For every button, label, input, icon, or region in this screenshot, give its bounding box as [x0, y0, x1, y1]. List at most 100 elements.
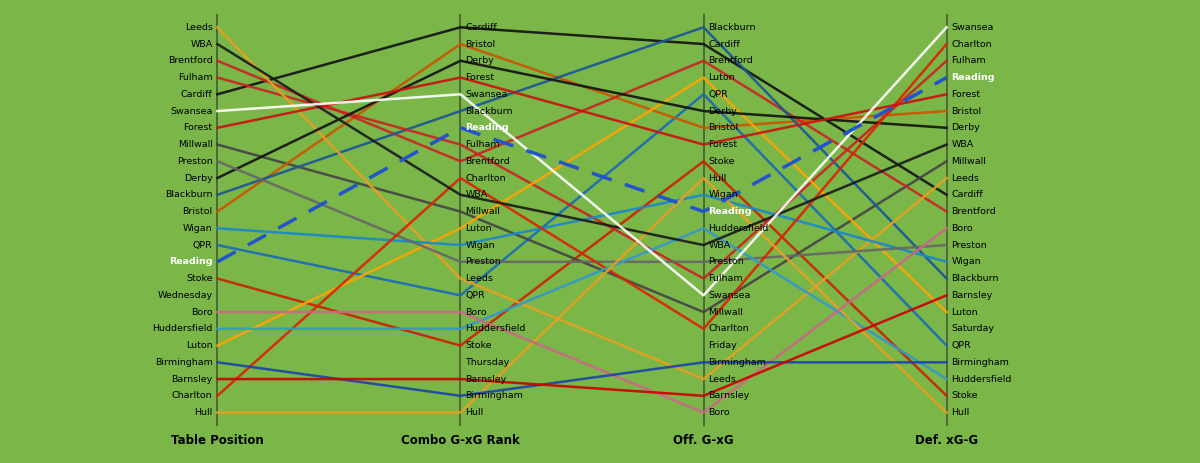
Text: Preston: Preston [176, 157, 212, 166]
Text: Stoke: Stoke [708, 157, 734, 166]
Text: Barnsley: Barnsley [952, 291, 992, 300]
Text: Wigan: Wigan [182, 224, 212, 233]
Text: Combo G-xG Rank: Combo G-xG Rank [401, 434, 520, 447]
Text: Luton: Luton [952, 307, 978, 317]
Text: Derby: Derby [184, 174, 212, 182]
Text: Cardiff: Cardiff [181, 90, 212, 99]
Text: Millwall: Millwall [708, 307, 743, 317]
Text: Millwall: Millwall [466, 207, 500, 216]
Text: Cardiff: Cardiff [708, 39, 740, 49]
Text: Fulham: Fulham [466, 140, 500, 149]
Text: Stoke: Stoke [466, 341, 492, 350]
Text: Barnsley: Barnsley [466, 375, 506, 383]
Text: Luton: Luton [708, 73, 736, 82]
Text: Blackburn: Blackburn [952, 274, 998, 283]
Text: Table Position: Table Position [172, 434, 264, 447]
Text: WBA: WBA [466, 190, 487, 199]
Text: Bristol: Bristol [952, 106, 982, 116]
Text: Bristol: Bristol [466, 39, 496, 49]
Text: Boro: Boro [952, 224, 973, 233]
Text: Charlton: Charlton [466, 174, 506, 182]
Text: Fulham: Fulham [708, 274, 743, 283]
Text: Brentford: Brentford [466, 157, 510, 166]
Text: Blackburn: Blackburn [466, 106, 512, 116]
Text: Luton: Luton [466, 224, 492, 233]
Text: Friday: Friday [708, 341, 737, 350]
Text: QPR: QPR [466, 291, 485, 300]
Text: Leeds: Leeds [708, 375, 737, 383]
Text: Preston: Preston [952, 241, 988, 250]
Text: Stoke: Stoke [952, 391, 978, 400]
Text: Birmingham: Birmingham [952, 358, 1009, 367]
Text: Leeds: Leeds [952, 174, 979, 182]
Text: Def. xG-G: Def. xG-G [916, 434, 978, 447]
Text: Wigan: Wigan [952, 257, 982, 266]
Text: QPR: QPR [952, 341, 971, 350]
Text: Charlton: Charlton [708, 324, 749, 333]
Text: Reading: Reading [708, 207, 752, 216]
Text: WBA: WBA [191, 39, 212, 49]
Text: Forest: Forest [184, 123, 212, 132]
Text: Birmingham: Birmingham [708, 358, 767, 367]
Text: Huddersfield: Huddersfield [952, 375, 1012, 383]
Text: Boro: Boro [191, 307, 212, 317]
Text: Barnsley: Barnsley [708, 391, 750, 400]
Text: Blackburn: Blackburn [708, 23, 756, 32]
Text: Huddersfield: Huddersfield [152, 324, 212, 333]
Text: Wednesday: Wednesday [157, 291, 212, 300]
Text: Cardiff: Cardiff [952, 190, 983, 199]
Text: Barnsley: Barnsley [172, 375, 212, 383]
Text: Hull: Hull [952, 408, 970, 417]
Text: Thursday: Thursday [466, 358, 510, 367]
Text: Off. G-xG: Off. G-xG [673, 434, 734, 447]
Text: WBA: WBA [952, 140, 973, 149]
Text: Reading: Reading [952, 73, 995, 82]
Text: WBA: WBA [708, 241, 731, 250]
Text: Blackburn: Blackburn [166, 190, 212, 199]
Text: Millwall: Millwall [178, 140, 212, 149]
Text: QPR: QPR [708, 90, 728, 99]
Text: Birmingham: Birmingham [466, 391, 523, 400]
Text: Boro: Boro [708, 408, 730, 417]
Text: Leeds: Leeds [466, 274, 493, 283]
Text: Swansea: Swansea [170, 106, 212, 116]
Text: Luton: Luton [186, 341, 212, 350]
Text: Saturday: Saturday [952, 324, 995, 333]
Text: Charlton: Charlton [952, 39, 992, 49]
Text: Derby: Derby [952, 123, 980, 132]
Text: Bristol: Bristol [182, 207, 212, 216]
Text: Millwall: Millwall [952, 157, 986, 166]
Text: Forest: Forest [708, 140, 738, 149]
Text: QPR: QPR [193, 241, 212, 250]
Text: Preston: Preston [466, 257, 502, 266]
Text: Swansea: Swansea [952, 23, 994, 32]
Text: Cardiff: Cardiff [466, 23, 497, 32]
Text: Reading: Reading [169, 257, 212, 266]
Text: Hull: Hull [708, 174, 727, 182]
Text: Preston: Preston [708, 257, 744, 266]
Text: Derby: Derby [708, 106, 737, 116]
Text: Birmingham: Birmingham [155, 358, 212, 367]
Text: Huddersfield: Huddersfield [708, 224, 769, 233]
Text: Wigan: Wigan [466, 241, 494, 250]
Text: Bristol: Bristol [708, 123, 738, 132]
Text: Stoke: Stoke [186, 274, 212, 283]
Text: Wigan: Wigan [708, 190, 738, 199]
Text: Forest: Forest [466, 73, 494, 82]
Text: Derby: Derby [466, 56, 494, 65]
Text: Reading: Reading [466, 123, 509, 132]
Text: Hull: Hull [466, 408, 484, 417]
Text: Swansea: Swansea [466, 90, 508, 99]
Text: Forest: Forest [952, 90, 980, 99]
Text: Fulham: Fulham [178, 73, 212, 82]
Text: Brentford: Brentford [168, 56, 212, 65]
Text: Brentford: Brentford [952, 207, 996, 216]
Text: Swansea: Swansea [708, 291, 751, 300]
Text: Boro: Boro [466, 307, 487, 317]
Text: Leeds: Leeds [185, 23, 212, 32]
Text: Fulham: Fulham [952, 56, 986, 65]
Text: Brentford: Brentford [708, 56, 754, 65]
Text: Charlton: Charlton [172, 391, 212, 400]
Text: Hull: Hull [194, 408, 212, 417]
Text: Huddersfield: Huddersfield [466, 324, 526, 333]
